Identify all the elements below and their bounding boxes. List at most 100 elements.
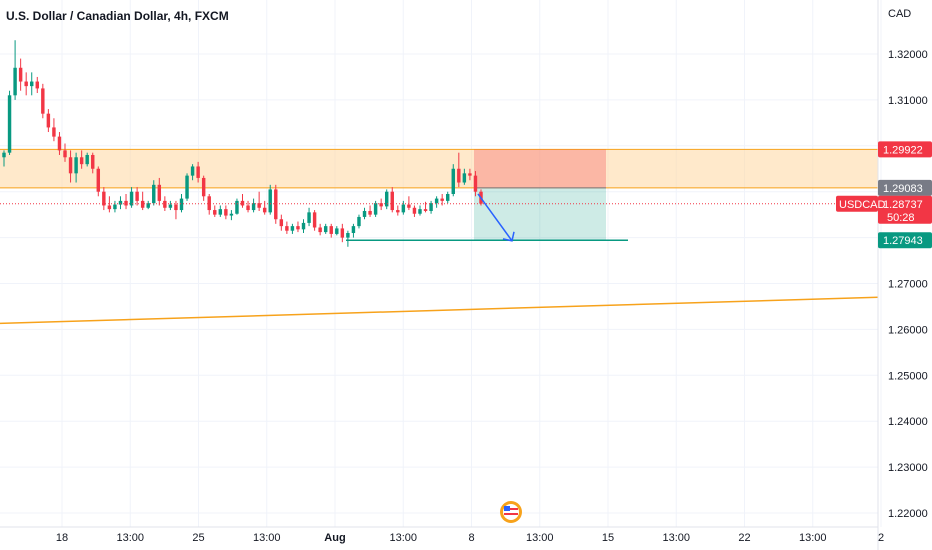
time-tick-label: 22 [738, 532, 750, 544]
time-tick-label: 13:00 [662, 532, 690, 544]
flag-icon[interactable] [500, 501, 522, 523]
candle [401, 200, 406, 215]
time-tick-label: 13:00 [526, 532, 554, 544]
candle [96, 166, 101, 197]
price-tag-zone-top [878, 141, 932, 158]
candle [235, 198, 239, 215]
candle [384, 189, 389, 210]
candle [201, 175, 206, 201]
candle-body [91, 154, 95, 169]
candle [307, 207, 311, 227]
candle-body [274, 189, 278, 220]
forecast-arrow [477, 193, 513, 242]
candle-body [63, 150, 67, 158]
candle [46, 109, 51, 133]
candle-body [157, 184, 162, 201]
candle [446, 191, 450, 204]
candle-body [152, 184, 156, 204]
candle [107, 196, 112, 213]
candle [468, 168, 472, 181]
candle-body [30, 81, 34, 87]
candles [2, 40, 483, 247]
candle-body [218, 209, 223, 215]
candle-body [257, 203, 261, 208]
candle [368, 205, 372, 217]
forecast-arrow-head [502, 231, 515, 242]
candle [18, 58, 23, 91]
candle [340, 223, 345, 243]
candle-body [312, 212, 317, 228]
price-tick-label: 1.22000 [888, 508, 928, 520]
candle-body [440, 198, 444, 201]
candle [318, 223, 322, 236]
time-tick-label: 8 [468, 532, 474, 544]
candle-body [468, 173, 472, 176]
candle [329, 223, 333, 238]
candle-body [473, 175, 478, 192]
candle-body [368, 210, 372, 215]
time-tick-label: 13:00 [389, 532, 417, 544]
candle-body [207, 196, 211, 211]
candle [52, 118, 56, 142]
candle-body [301, 222, 306, 230]
candle-body [335, 228, 339, 234]
candle-body [35, 81, 39, 89]
candle-body [429, 203, 433, 211]
candle [35, 76, 39, 94]
chart-title: U.S. Dollar / Canadian Dollar, 4h, FXCM [6, 9, 229, 23]
candle-body [373, 203, 378, 215]
candle [279, 214, 284, 231]
candle [85, 152, 89, 167]
candle-body [401, 204, 406, 213]
price-tick-label: 1.26000 [888, 324, 928, 336]
candle-body [124, 200, 128, 206]
symbol-tag-label: USDCAD [839, 199, 886, 211]
time-tick-label: 13:00 [799, 532, 827, 544]
candle-body [107, 205, 112, 210]
time-tick-label: 13:00 [253, 532, 281, 544]
candle [440, 193, 444, 206]
candle-body [285, 226, 289, 231]
candle [163, 196, 167, 211]
take-profit-zone [474, 187, 606, 241]
candle [196, 161, 200, 183]
candle-body [384, 191, 389, 207]
candle-body [201, 177, 206, 197]
candle [218, 205, 223, 217]
candle [207, 193, 211, 215]
candle-body [412, 207, 417, 214]
candle [190, 164, 195, 181]
candle [285, 221, 289, 234]
candle-body [85, 154, 89, 165]
candle [251, 198, 256, 213]
candle-body [185, 175, 189, 199]
candle-body [390, 191, 394, 211]
candle-body [318, 227, 322, 233]
price-tag-label: 1.29083 [883, 183, 923, 195]
candle [118, 196, 123, 210]
price-tick-label: 1.32000 [888, 49, 928, 61]
candle-body [79, 157, 84, 165]
candle [396, 205, 400, 216]
candle-body [279, 219, 284, 227]
candle-body [296, 226, 300, 230]
candle [246, 200, 250, 213]
candle [268, 184, 272, 215]
candle [102, 187, 106, 211]
candle [129, 187, 134, 208]
candle [462, 168, 467, 185]
time-tick-label: 25 [192, 532, 204, 544]
grid [0, 0, 882, 527]
candle-body [340, 228, 345, 238]
time-axis[interactable]: 18 13:00 25 13:00 Aug 13:00 8 13:00 15 13:00 22 13:… [56, 532, 884, 544]
time-tick-label: Aug [324, 532, 345, 544]
candle-body [52, 127, 56, 137]
time-tick-label: 13:00 [116, 532, 144, 544]
candle [473, 171, 478, 197]
candle [13, 40, 17, 100]
flag-icon-canton [504, 506, 510, 511]
price-tick-label: 1.23000 [888, 462, 928, 474]
candle-body [290, 226, 295, 231]
